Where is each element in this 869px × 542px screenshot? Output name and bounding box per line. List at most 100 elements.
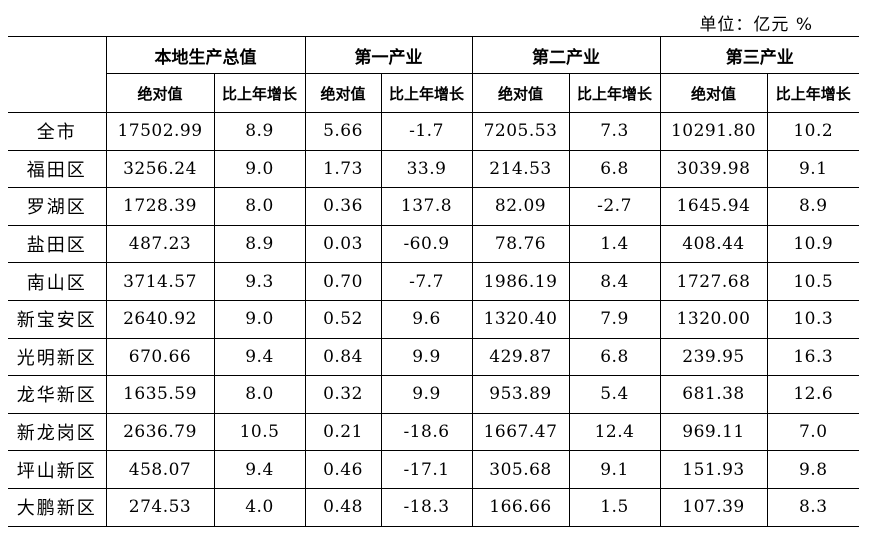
absolute-value-cell: 214.53 [471,149,570,189]
growth-rate-cell: 10.3 [766,299,859,339]
absolute-value-cell: 274.53 [105,487,215,527]
absolute-value-cell: 670.66 [105,337,215,377]
absolute-value-cell: 82.09 [471,187,570,226]
growth-rate-cell: 10.9 [766,224,859,264]
absolute-value-cell: 0.21 [304,412,382,452]
absolute-value-cell: 107.39 [659,487,768,527]
region-name-cell: 龙华新区 [8,375,107,414]
absolute-value-cell: 0.70 [304,262,382,301]
group-header: 第二产业 [471,36,661,74]
absolute-value-cell: 0.03 [304,224,382,264]
region-name-cell: 新宝安区 [8,299,107,339]
table-row: 坪山新区 458.07 9.4 0.46 -17.1 305.68 9.1 151.93 9.8 [8,450,859,489]
growth-rate-cell: -60.9 [380,224,473,264]
absolute-value-cell: 5.66 [304,112,382,151]
growth-rate-cell: -7.7 [380,262,473,301]
sub-header: 比上年增长 [766,73,859,113]
region-name-cell: 福田区 [8,149,107,189]
absolute-value-cell: 3039.98 [659,149,768,189]
growth-rate-cell: 9.4 [213,337,306,377]
growth-rate-cell: 9.1 [568,450,661,489]
absolute-value-cell: 78.76 [471,224,570,264]
region-name-cell: 全市 [8,112,107,151]
absolute-value-cell: 17502.99 [105,112,215,151]
group-header: 第三产业 [659,36,859,74]
group-header-row: 本地生产总值 第一产业 第二产业 第三产业 [8,36,859,113]
growth-rate-cell: 6.8 [568,149,661,189]
growth-rate-cell: 137.8 [380,187,473,226]
growth-rate-cell: 33.9 [380,149,473,189]
absolute-value-cell: 0.36 [304,187,382,226]
absolute-value-cell: 1635.59 [105,375,215,414]
absolute-value-cell: 1320.00 [659,299,768,339]
growth-rate-cell: 6.8 [568,337,661,377]
growth-rate-cell: 9.0 [213,149,306,189]
growth-rate-cell: 7.3 [568,112,661,151]
growth-rate-cell: 16.3 [766,337,859,377]
absolute-value-cell: 2640.92 [105,299,215,339]
growth-rate-cell: -17.1 [380,450,473,489]
absolute-value-cell: 239.95 [659,337,768,377]
growth-rate-cell: 9.1 [766,149,859,189]
table-row: 福田区 3256.24 9.0 1.73 33.9 214.53 6.8 3039.98 9.1 [8,149,859,189]
gdp-table: 本地生产总值 第一产业 第二产业 第三产业 绝对值 比上年增长 绝对值 比上年增… [8,36,859,527]
sub-header: 绝对值 [304,73,382,113]
corner-cell [8,36,107,113]
region-name-cell: 光明新区 [8,337,107,377]
absolute-value-cell: 1645.94 [659,187,768,226]
absolute-value-cell: 1728.39 [105,187,215,226]
growth-rate-cell: 1.5 [568,487,661,527]
absolute-value-cell: 1667.47 [471,412,570,452]
growth-rate-cell: 8.9 [213,112,306,151]
absolute-value-cell: 1.73 [304,149,382,189]
absolute-value-cell: 0.46 [304,450,382,489]
growth-rate-cell: 8.0 [213,187,306,226]
growth-rate-cell: 8.9 [766,187,859,226]
absolute-value-cell: 3714.57 [105,262,215,301]
absolute-value-cell: 408.44 [659,224,768,264]
growth-rate-cell: 8.9 [213,224,306,264]
growth-rate-cell: 9.8 [766,450,859,489]
absolute-value-cell: 681.38 [659,375,768,414]
region-name-cell: 坪山新区 [8,450,107,489]
absolute-value-cell: 305.68 [471,450,570,489]
unit-label: 单位：亿元 % [699,15,813,35]
table-row: 新龙岗区 2636.79 10.5 0.21 -18.6 1667.47 12.4 969.1… [8,412,859,452]
growth-rate-cell: -1.7 [380,112,473,151]
sub-header: 比上年增长 [213,73,306,113]
absolute-value-cell: 3256.24 [105,149,215,189]
absolute-value-cell: 969.11 [659,412,768,452]
growth-rate-cell: 4.0 [213,487,306,527]
growth-rate-cell: 7.9 [568,299,661,339]
region-name-cell: 新龙岗区 [8,412,107,452]
growth-rate-cell: 12.4 [568,412,661,452]
growth-rate-cell: 8.0 [213,375,306,414]
sub-header: 绝对值 [471,73,570,113]
absolute-value-cell: 2636.79 [105,412,215,452]
absolute-value-cell: 1986.19 [471,262,570,301]
growth-rate-cell: 12.6 [766,375,859,414]
sub-header: 绝对值 [105,73,215,113]
growth-rate-cell: 10.5 [766,262,859,301]
region-name-cell: 盐田区 [8,224,107,264]
group-header: 本地生产总值 [105,36,306,74]
growth-rate-cell: -18.6 [380,412,473,452]
table-row: 盐田区 487.23 8.9 0.03 -60.9 78.76 1.4 408.44 10.9 [8,224,859,264]
table-row: 龙华新区 1635.59 8.0 0.32 9.9 953.89 5.4 681.38 12.6 [8,375,859,414]
absolute-value-cell: 166.66 [471,487,570,527]
region-name-cell: 大鹏新区 [8,487,107,527]
table-row: 南山区 3714.57 9.3 0.70 -7.7 1986.19 8.4 1727.68 10… [8,262,859,301]
growth-rate-cell: 9.4 [213,450,306,489]
growth-rate-cell: 8.4 [568,262,661,301]
table-row: 新宝安区 2640.92 9.0 0.52 9.6 1320.40 7.9 1320.00 10… [8,299,859,339]
sub-header: 比上年增长 [568,73,661,113]
table-row: 全市 17502.99 8.9 5.66 -1.7 7205.53 7.3 10291.80 1… [8,112,859,151]
region-name-cell: 南山区 [8,262,107,301]
absolute-value-cell: 487.23 [105,224,215,264]
table-row: 光明新区 670.66 9.4 0.84 9.9 429.87 6.8 239.95 16.3 [8,337,859,377]
growth-rate-cell: 9.0 [213,299,306,339]
absolute-value-cell: 1320.40 [471,299,570,339]
absolute-value-cell: 0.52 [304,299,382,339]
region-name-cell: 罗湖区 [8,187,107,226]
growth-rate-cell: 10.2 [766,112,859,151]
